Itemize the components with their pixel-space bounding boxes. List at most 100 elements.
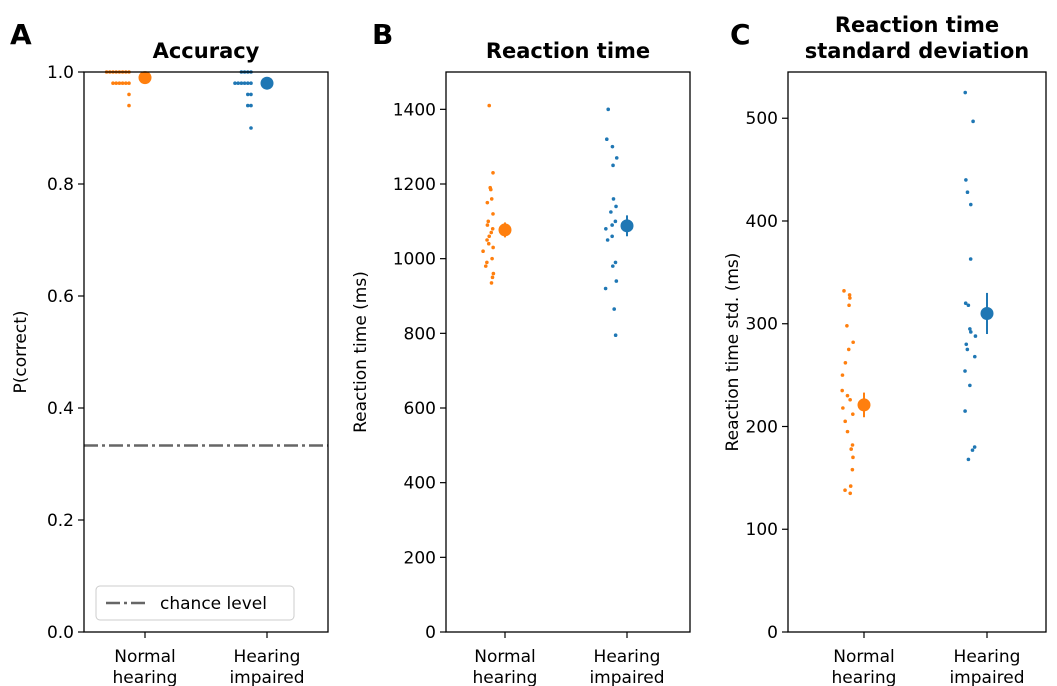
panel-title-line: Reaction time <box>835 13 999 37</box>
data-point <box>603 286 608 291</box>
data-point <box>490 256 494 261</box>
data-point <box>490 275 495 280</box>
data-point <box>851 340 855 345</box>
data-point <box>849 447 853 451</box>
x-tick-label: Hearing impaired <box>589 647 664 686</box>
data-point <box>606 107 611 112</box>
data-point <box>246 81 250 85</box>
data-point <box>843 488 847 493</box>
panel-letter: B <box>372 18 393 51</box>
x-tick-label: Hearing impaired <box>229 647 304 686</box>
data-point <box>487 234 492 239</box>
data-point <box>963 301 968 305</box>
data-point <box>483 264 488 268</box>
data-point <box>973 334 978 338</box>
data-point <box>965 190 970 195</box>
x-tick-label: Normal hearing <box>113 647 178 686</box>
mean-marker <box>260 76 274 90</box>
panel-letter: A <box>10 18 32 51</box>
data-point <box>969 330 973 334</box>
data-point <box>847 293 852 297</box>
data-point <box>845 429 850 434</box>
y-tick-label: 0.6 <box>47 287 74 307</box>
x-tick-label-line: Hearing <box>234 647 301 667</box>
data-point <box>490 227 495 231</box>
y-tick-label: 0.4 <box>47 399 74 419</box>
data-point <box>847 303 851 308</box>
data-point <box>246 92 250 97</box>
data-point <box>841 406 845 410</box>
x-tick-label: Normal hearing <box>473 647 538 686</box>
data-point <box>605 238 610 242</box>
x-tick-label-line: impaired <box>949 668 1024 686</box>
data-point <box>485 260 489 265</box>
data-point <box>850 443 855 447</box>
data-point <box>846 347 851 352</box>
y-tick-label: 0.8 <box>47 175 74 195</box>
data-point <box>842 289 846 293</box>
data-point <box>485 200 490 205</box>
y-tick-label: 400 <box>746 212 778 232</box>
data-point <box>491 212 495 216</box>
panel-a: A Accuracy P(correct) 0.0 0.2 0.4 0.6 0.8 1.0 Nor… <box>10 18 329 686</box>
panel-title-line: standard deviation <box>805 39 1030 63</box>
data-point <box>972 354 977 359</box>
data-point <box>610 234 614 239</box>
data-point <box>968 257 973 261</box>
x-tick-label: Hearing impaired <box>949 647 1024 686</box>
data-point <box>963 369 967 373</box>
data-point <box>114 81 118 85</box>
data-point <box>246 103 250 108</box>
data-point <box>848 296 852 300</box>
y-tick-label: 300 <box>746 315 778 335</box>
data-point <box>249 103 253 108</box>
data-point <box>609 210 613 214</box>
data-point <box>233 81 237 85</box>
data-point <box>487 103 492 108</box>
data-point <box>124 81 128 85</box>
data-point <box>489 230 494 235</box>
data-point <box>610 223 614 227</box>
data-point <box>236 81 240 85</box>
data-point <box>486 219 491 224</box>
x-tick-label-line: hearing <box>473 668 538 686</box>
mean-marker <box>980 306 994 320</box>
y-tick-label: 200 <box>404 548 436 568</box>
panel-title: Reaction time standard deviation <box>805 13 1030 63</box>
data-point <box>848 491 853 496</box>
data-point <box>613 260 618 265</box>
y-tick-label: 0 <box>767 623 778 643</box>
data-point <box>972 445 977 449</box>
data-point <box>127 103 131 108</box>
y-tick-label: 0.2 <box>47 511 74 531</box>
data-point <box>491 271 496 276</box>
x-tick-label-line: Hearing <box>594 647 661 667</box>
y-tick-label: 500 <box>746 109 778 129</box>
data-point <box>239 81 244 85</box>
data-point <box>610 144 615 149</box>
data-point <box>111 81 115 85</box>
data-point <box>489 187 493 192</box>
data-point <box>604 227 608 231</box>
y-tick-label: 1200 <box>393 175 436 195</box>
data-point <box>851 412 855 416</box>
x-tick-label-line: hearing <box>832 668 897 686</box>
data-point <box>489 281 494 285</box>
data-point <box>485 238 489 242</box>
mean-marker <box>138 71 152 85</box>
x-tick-label: Normal hearing <box>832 647 897 686</box>
legend-box <box>95 585 295 621</box>
data-point <box>840 373 845 377</box>
y-tick-label: 1400 <box>393 100 436 120</box>
axes-frame <box>445 71 691 633</box>
data-point <box>843 419 847 424</box>
data-point <box>249 126 253 130</box>
y-tick-label: 0 <box>425 623 436 643</box>
x-tick-label-line: Normal <box>833 647 895 667</box>
x-tick-label-line: hearing <box>113 668 178 686</box>
data-point <box>481 249 485 253</box>
data-point <box>489 197 494 201</box>
data-point <box>614 156 619 160</box>
data-point <box>971 119 975 124</box>
y-axis-label: Reaction time std. (ms) <box>723 253 743 452</box>
